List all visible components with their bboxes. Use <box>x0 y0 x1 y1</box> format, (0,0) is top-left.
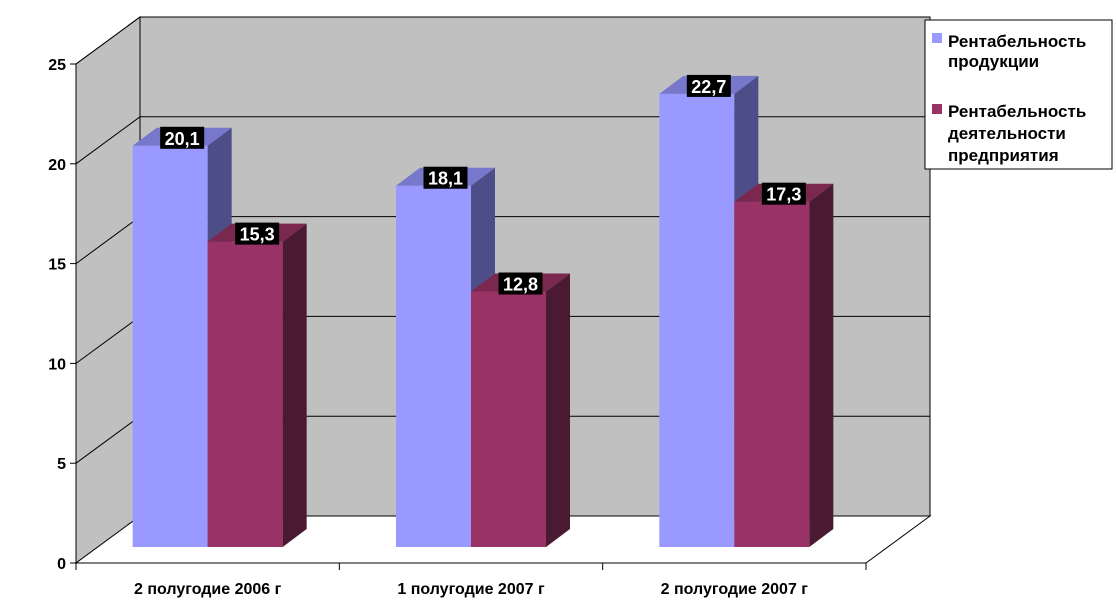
bar-front-2-3 <box>734 201 810 547</box>
y-tick-label-4: 20 <box>48 157 66 174</box>
y-tick-label-3: 15 <box>48 257 66 274</box>
legend-label-1-line-2: продукции <box>948 52 1039 71</box>
bar-front-2-1 <box>207 241 283 547</box>
gridline-side-2 <box>75 315 141 364</box>
bar-2-1 <box>207 223 307 547</box>
data-label-2-3: 17,3 <box>766 185 801 205</box>
legend-box <box>924 19 1113 170</box>
legend-label-2-line-3: предприятия <box>948 146 1059 165</box>
data-label-1-2: 18,1 <box>428 169 463 189</box>
data-label-bg-1-1 <box>160 126 205 149</box>
data-label-bg-1-3 <box>686 74 731 97</box>
data-label-bg-2-2 <box>498 272 543 295</box>
legend-swatch-1 <box>932 33 942 43</box>
x-tick-label-1: 1 полугодие 2007 г <box>397 581 545 598</box>
legend-label-2-line-1: Рентабельность <box>948 102 1086 121</box>
legend-label-1: Рентабельность продукции <box>948 32 1091 71</box>
gridline-side-3 <box>75 216 141 265</box>
data-labels: 20,1 15,3 18,1 12,8 22,7 17,3 <box>160 74 806 295</box>
bar-2-2 <box>471 273 570 547</box>
legend: Рентабельность продукции Рентабельность … <box>924 19 1113 170</box>
legend-label-2-line-2: деятельности <box>948 124 1066 143</box>
bar-front-1-1 <box>132 145 208 547</box>
bar-side-2-3 <box>809 183 834 547</box>
bar-front-2-2 <box>471 291 546 547</box>
x-axis: 2 полугодие 2006 г 1 полугодие 2007 г 2 по… <box>75 563 867 598</box>
bar-front-1-3 <box>659 93 735 548</box>
gridline-side-5 <box>75 16 141 65</box>
data-label-bg-2-1 <box>235 222 280 245</box>
bar-2-3 <box>734 183 834 547</box>
legend-label-1-line-1: Рентабельность <box>948 32 1086 51</box>
gridline-side-4 <box>75 116 141 165</box>
data-label-bg-1-2 <box>423 166 468 189</box>
y-tick-label-0: 0 <box>57 556 66 573</box>
data-label-2-2: 12,8 <box>503 275 538 295</box>
data-label-bg-2-3 <box>761 182 806 205</box>
y-axis: 0 5 10 15 20 25 <box>48 57 76 573</box>
x-tick-label-0: 2 полугодие 2006 г <box>134 581 282 598</box>
x-tick-label-2: 2 полугодие 2007 г <box>661 581 809 598</box>
y-tick-label-1: 5 <box>57 456 66 473</box>
y-tick-label-5: 25 <box>48 57 66 74</box>
y-tick-label-2: 10 <box>48 356 66 373</box>
gridline-side-1 <box>75 415 141 464</box>
bar-front-1-2 <box>396 185 471 547</box>
legend-swatch-2 <box>932 104 942 114</box>
bar-side-2-2 <box>546 273 570 547</box>
legend-label-2: Рентабельность деятельности предприятия <box>948 102 1091 165</box>
bars <box>132 75 834 548</box>
side-wall <box>75 16 141 564</box>
data-label-2-1: 15,3 <box>240 225 275 245</box>
data-label-1-3: 22,7 <box>691 77 726 97</box>
data-label-1-1: 20,1 <box>165 129 200 149</box>
bar-side-2-1 <box>282 223 307 547</box>
axes <box>75 64 866 564</box>
